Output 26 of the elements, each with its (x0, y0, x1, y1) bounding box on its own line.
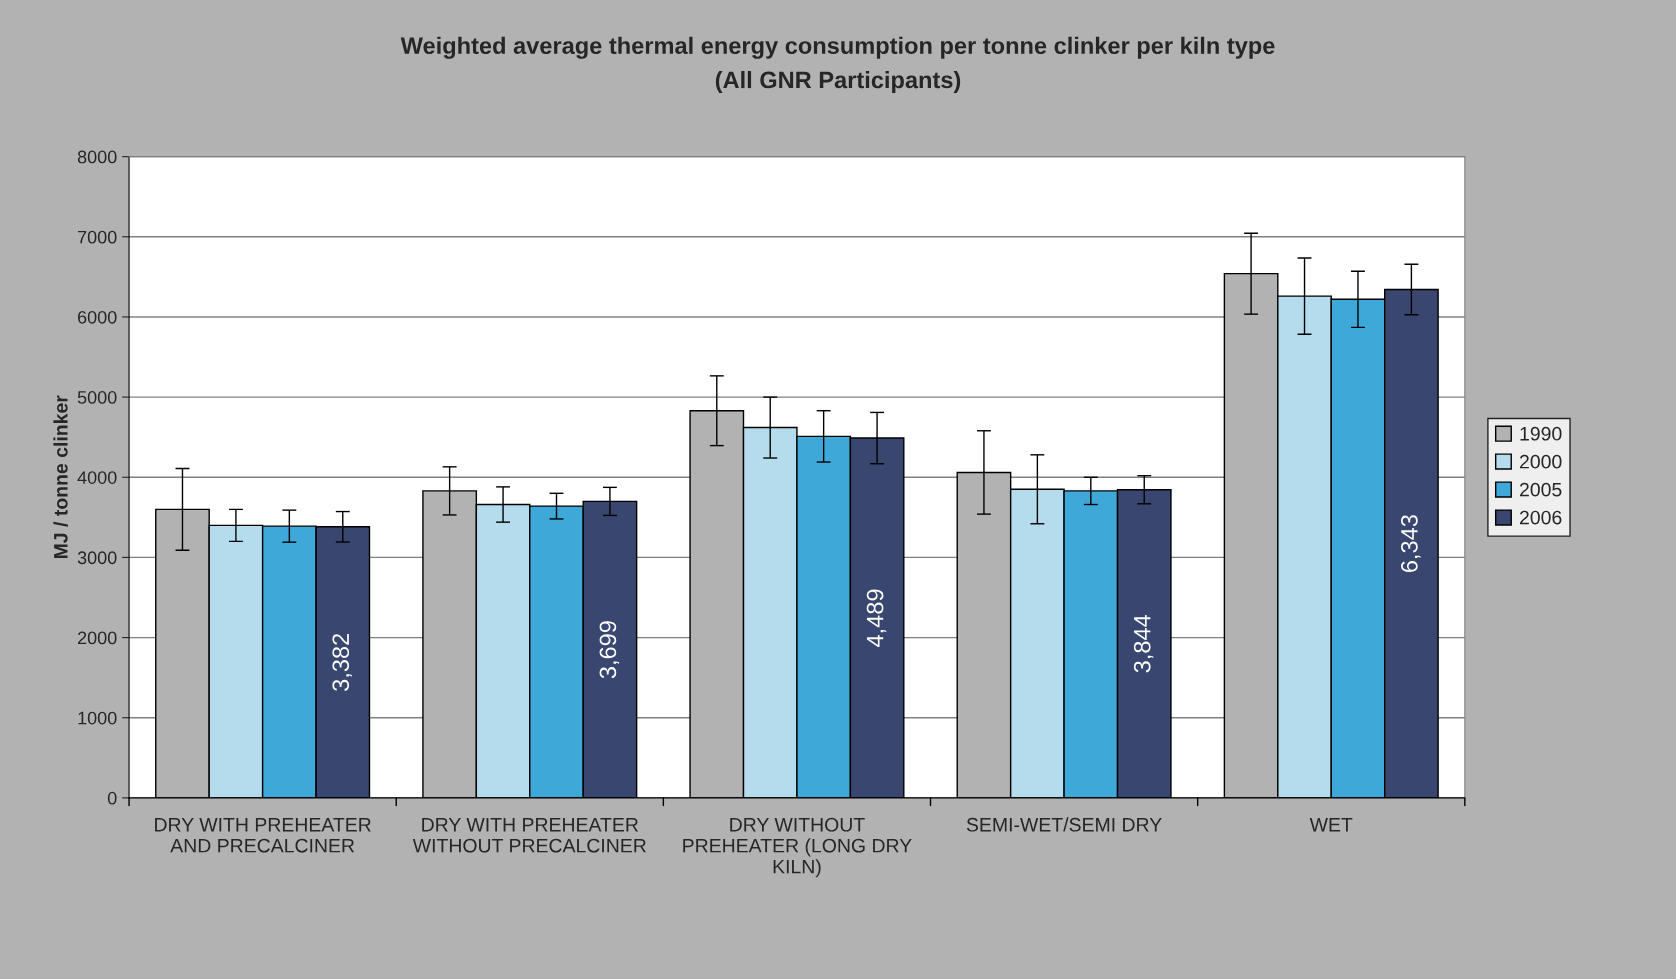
y-tick-label: 4000 (77, 471, 117, 484)
y-tick-label: 7000 (78, 230, 117, 244)
data-label: 3,382 (332, 633, 352, 691)
legend-label: 2000 (1519, 454, 1562, 469)
y-tick-label: 2000 (77, 631, 117, 645)
x-tick-label: DRY WITH PREHEATER WITHOUT PRECALCINER (412, 818, 646, 853)
x-tick-label: SEMI-WET/SEMI DRY (966, 817, 1162, 832)
data-label: 6,343 (1401, 515, 1421, 573)
y-tick-label: 1000 (78, 711, 117, 725)
y-tick-label: 3000 (77, 551, 117, 565)
x-tick-label: DRY WITH PREHEATER AND PRECALCINER (155, 818, 371, 853)
y-tick-label: 8000 (77, 150, 117, 164)
legend-label: 1990 (1520, 426, 1562, 441)
chart-title: Weighted average thermal energy consumption per tonne clinker per kiln type (400, 36, 1275, 59)
data-label: 4,489 (866, 589, 887, 647)
y-tick-label: 0 (107, 791, 117, 805)
legend-label: 2006 (1519, 510, 1562, 525)
x-tick-label: WET (1309, 818, 1353, 832)
data-label: 3,699 (599, 621, 620, 679)
y-tick-label: 5000 (77, 391, 117, 404)
data-label: 3,844 (1133, 614, 1154, 673)
y-axis-title: MJ / tonne clinker (53, 395, 68, 559)
chart-subtitle: (All GNR Participants) (715, 71, 961, 94)
y-tick-label: 6000 (78, 310, 117, 324)
legend-label: 2005 (1519, 482, 1562, 497)
x-tick-label: DRY WITHOUT PREHEATER (LONG DRY KILN) (683, 817, 912, 878)
